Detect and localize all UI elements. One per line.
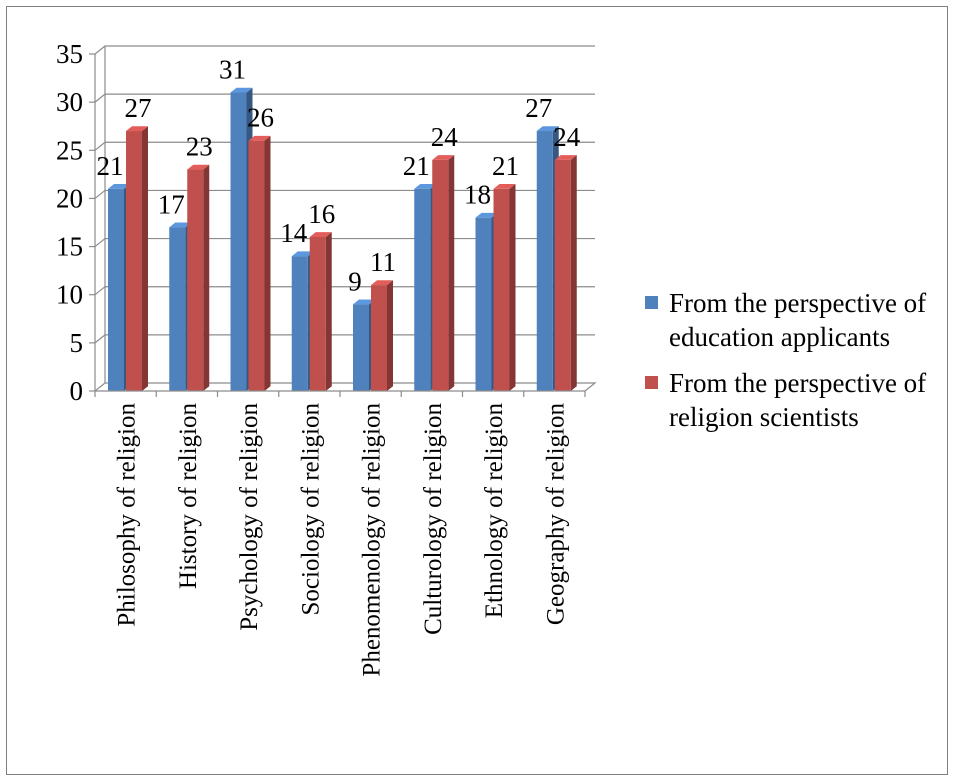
y-tick-label: 15 bbox=[56, 232, 83, 262]
bar-side-face bbox=[387, 280, 393, 391]
bar-side-face bbox=[264, 135, 271, 391]
bar bbox=[291, 256, 308, 391]
x-tick-label: Philosophy of religion bbox=[114, 403, 141, 627]
bar-side-face bbox=[325, 232, 332, 391]
bar bbox=[554, 159, 571, 391]
data-label: 27 bbox=[125, 93, 152, 123]
gridline bbox=[94, 93, 595, 103]
bar-top-face bbox=[126, 126, 148, 132]
data-label: 14 bbox=[280, 218, 308, 248]
bar-top-face bbox=[475, 212, 498, 218]
bar-side-face bbox=[203, 164, 210, 391]
bar-top-face bbox=[248, 135, 271, 141]
bar-top-face bbox=[353, 299, 375, 305]
data-label: 21 bbox=[403, 151, 430, 181]
legend-swatch-red bbox=[645, 376, 658, 389]
bar-top-face bbox=[230, 87, 253, 93]
legend: From the perspective of education applic… bbox=[645, 286, 945, 446]
x-tick-label: Sociology of religion bbox=[297, 403, 324, 616]
data-label: 27 bbox=[525, 93, 552, 123]
bar-top-face bbox=[414, 184, 437, 189]
y-tick-label: 30 bbox=[56, 87, 83, 117]
bar-side-face bbox=[570, 155, 577, 391]
bar-side-face bbox=[448, 155, 455, 391]
y-axis-ticks: 0 5 10 15 20 25 30 35 bbox=[56, 39, 96, 406]
data-label: 21 bbox=[492, 151, 519, 181]
bar bbox=[353, 304, 369, 391]
data-label: 31 bbox=[219, 55, 246, 85]
data-label: 11 bbox=[370, 247, 396, 277]
data-label: 24 bbox=[431, 122, 459, 152]
bar-top-face bbox=[291, 251, 314, 257]
bar-top-face bbox=[309, 232, 332, 237]
bar bbox=[169, 227, 186, 391]
bar-top-face bbox=[554, 155, 577, 160]
y-tick-label: 10 bbox=[56, 280, 83, 310]
bar-top-face bbox=[187, 164, 210, 170]
bar bbox=[493, 188, 510, 391]
bar bbox=[230, 92, 247, 391]
data-label: 17 bbox=[158, 189, 185, 219]
bar bbox=[475, 217, 492, 391]
data-label: 18 bbox=[464, 180, 491, 210]
bar-top-face bbox=[493, 184, 516, 189]
x-tick-label: Ethnology of religion bbox=[481, 403, 508, 619]
bar bbox=[309, 236, 326, 391]
data-label: 24 bbox=[553, 122, 581, 152]
legend-item-series-2: From the perspective of religion scienti… bbox=[645, 366, 945, 434]
bar bbox=[108, 188, 124, 391]
data-label: 23 bbox=[186, 132, 213, 162]
bar-side-face bbox=[509, 184, 516, 391]
bar-top-face bbox=[432, 155, 455, 160]
x-tick-label: Geography of religion bbox=[542, 403, 569, 626]
data-label: 16 bbox=[308, 199, 335, 229]
legend-label-series-2: From the perspective of religion scienti… bbox=[669, 368, 927, 432]
x-tick-label: Phenomenology of religion bbox=[359, 403, 386, 677]
bar bbox=[432, 159, 449, 391]
x-axis-ticks: Philosophy of religion History of religio… bbox=[94, 390, 586, 677]
gridline bbox=[94, 45, 595, 55]
bars bbox=[108, 87, 577, 391]
bar bbox=[371, 285, 387, 391]
y-tick-label: 35 bbox=[56, 39, 83, 69]
y-tick-label: 25 bbox=[56, 135, 83, 165]
bar bbox=[414, 188, 431, 391]
bar-top-face bbox=[536, 126, 559, 132]
gridline bbox=[94, 141, 595, 151]
x-tick-label: History of religion bbox=[175, 403, 202, 590]
bar-top-face bbox=[371, 280, 393, 286]
legend-swatch-blue bbox=[645, 296, 658, 309]
y-tick-label: 5 bbox=[70, 328, 84, 358]
data-label: 21 bbox=[97, 151, 124, 181]
bar bbox=[536, 131, 553, 391]
bar-top-face bbox=[169, 222, 192, 228]
bar-top-face bbox=[108, 184, 130, 189]
bar-side-face bbox=[142, 126, 148, 391]
bar bbox=[248, 140, 265, 391]
x-tick-label: Psychology of religion bbox=[236, 403, 263, 631]
data-label: 9 bbox=[348, 266, 362, 296]
bar bbox=[187, 169, 204, 391]
bar bbox=[126, 131, 142, 391]
x-tick-label: Culturology of religion bbox=[420, 403, 447, 635]
legend-item-series-1: From the perspective of education applic… bbox=[645, 286, 945, 354]
data-label: 26 bbox=[247, 103, 274, 133]
y-tick-label: 0 bbox=[70, 376, 84, 406]
floor-outline bbox=[94, 382, 597, 392]
legend-label-series-1: From the perspective of education applic… bbox=[669, 288, 927, 352]
y-tick-label: 20 bbox=[56, 183, 83, 213]
